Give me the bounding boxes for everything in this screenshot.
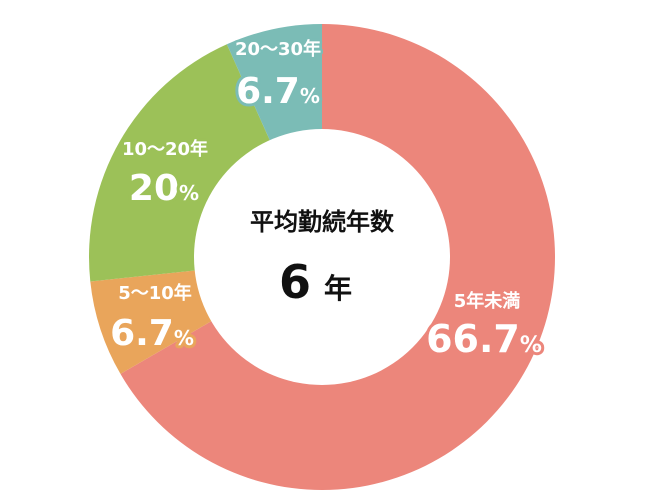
slice-value-number-4: 6.7 xyxy=(236,71,300,112)
slice-value-1: 66.7% xyxy=(426,317,542,361)
slice-value-percent-2: % xyxy=(174,326,194,350)
slice-label-4: 20～30年 xyxy=(235,38,321,60)
slice-value-percent-4: % xyxy=(300,84,320,108)
slice-value-2: 6.7% xyxy=(110,313,194,354)
slice-value-percent-3: % xyxy=(179,181,199,205)
donut-hole xyxy=(194,129,450,385)
slice-value-number-3: 20 xyxy=(129,168,179,209)
slice-value-4: 6.7% xyxy=(236,71,320,112)
slice-value-3: 20% xyxy=(129,168,199,209)
slice-value-number-1: 66.7 xyxy=(426,317,520,361)
slice-label-1: 5年未満 xyxy=(454,290,521,312)
center-title: 平均勤続年数 xyxy=(250,208,395,236)
slice-value-percent-1: % xyxy=(520,333,542,358)
center-value: 6 xyxy=(279,255,311,309)
center-unit: 年 xyxy=(324,272,352,305)
slice-label-2: 5～10年 xyxy=(118,282,192,304)
slice-label-3: 10～20年 xyxy=(122,138,208,160)
slice-value-number-2: 6.7 xyxy=(110,313,174,354)
